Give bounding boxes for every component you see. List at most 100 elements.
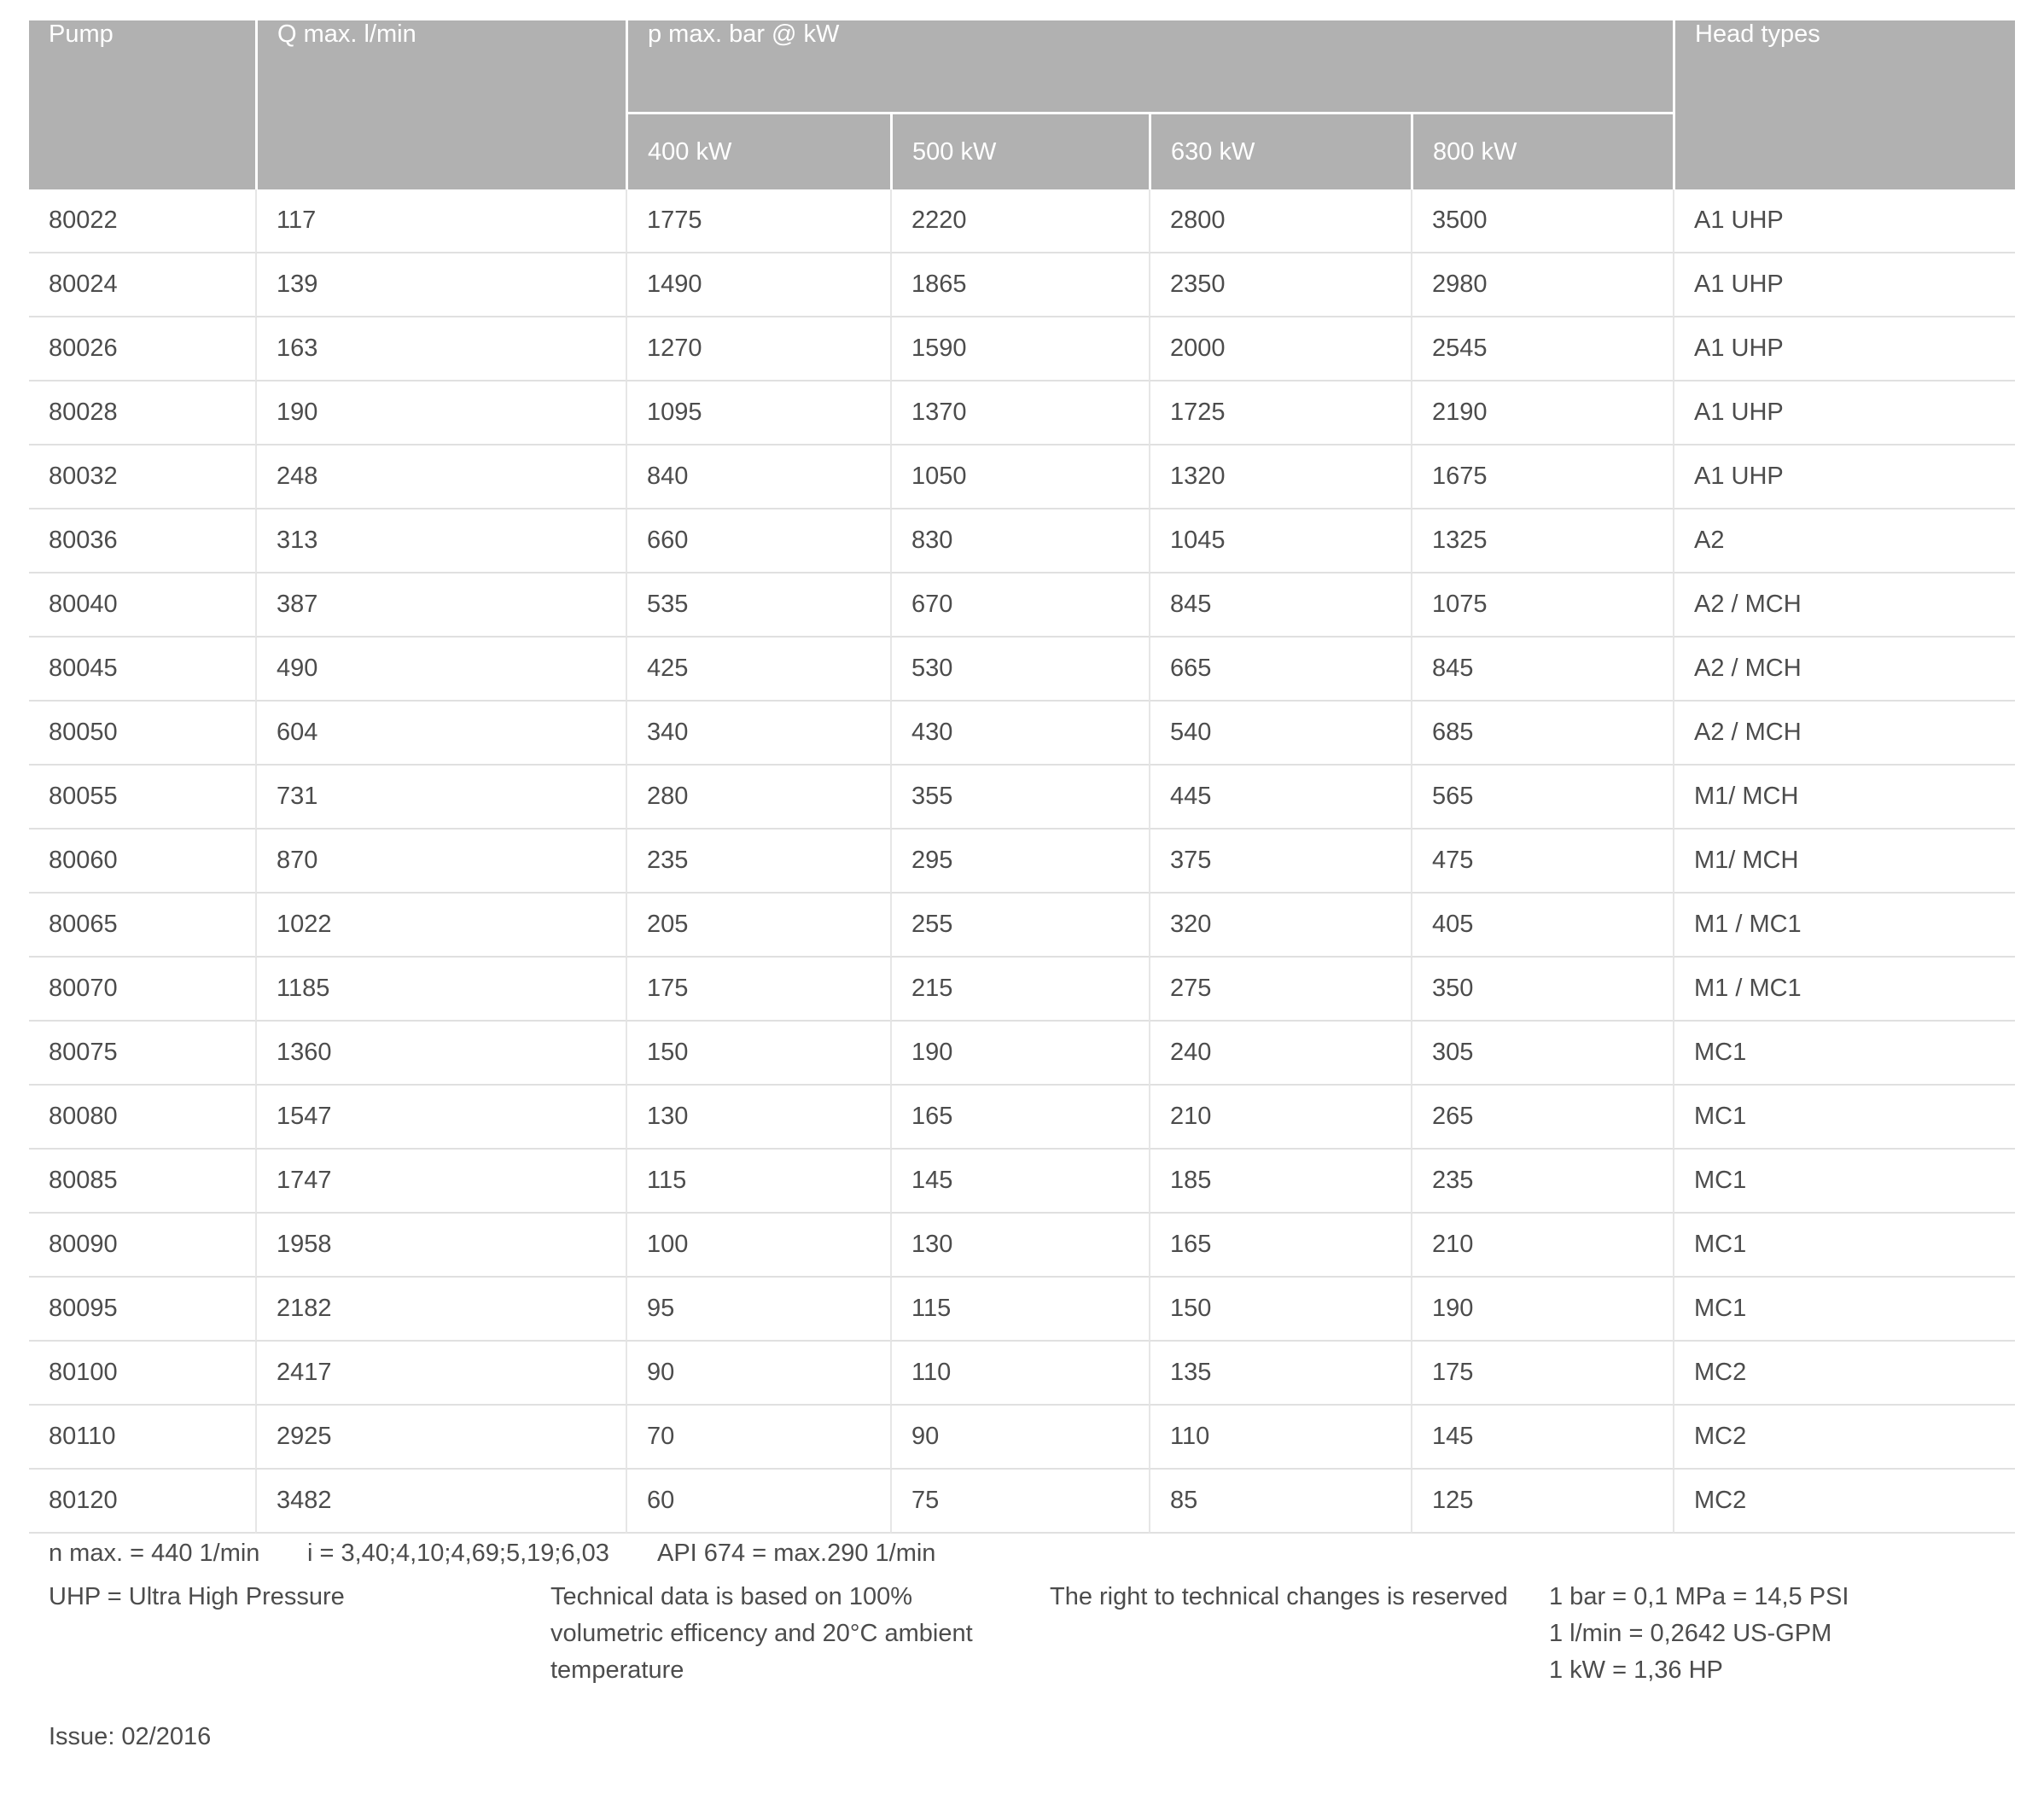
header-main-row: Pump Q max. l/min p max. bar @ kW Head t…: [29, 20, 2015, 189]
q-max-cell: 2417: [255, 1342, 626, 1406]
head-type-cell: MC1: [1673, 1022, 2015, 1086]
table-row: 80040 387 535 670 845 1075 A2 / MCH: [29, 573, 2015, 638]
p-800kw-cell: 175: [1411, 1342, 1673, 1406]
p-630kw-cell: 445: [1149, 766, 1411, 830]
q-max-cell: 2182: [255, 1278, 626, 1342]
pump-cell: 80060: [29, 830, 255, 894]
p-630kw-cell: 85: [1149, 1470, 1411, 1534]
p-630kw-cell: 1045: [1149, 509, 1411, 573]
p-400kw-cell: 235: [626, 830, 890, 894]
head-type-cell: MC1: [1673, 1086, 2015, 1150]
pump-cell: 80065: [29, 894, 255, 958]
table-row: 80055 731 280 355 445 565 M1/ MCH: [29, 766, 2015, 830]
p-400kw-cell: 425: [626, 638, 890, 702]
pump-cell: 80070: [29, 958, 255, 1022]
p-630kw-cell: 320: [1149, 894, 1411, 958]
q-max-cell: 731: [255, 766, 626, 830]
p-500kw-cell: 830: [890, 509, 1149, 573]
p-400kw-cell: 90: [626, 1342, 890, 1406]
pump-cell: 80075: [29, 1022, 255, 1086]
q-max-cell: 190: [255, 381, 626, 445]
head-type-cell: M1/ MCH: [1673, 830, 2015, 894]
q-max-cell: 163: [255, 317, 626, 381]
p-400kw-cell: 100: [626, 1214, 890, 1278]
footnote-n-max: n max. = 440 1/min: [49, 1540, 260, 1567]
head-type-cell: MC2: [1673, 1342, 2015, 1406]
p-500kw-cell: 1050: [890, 445, 1149, 509]
p-400kw-cell: 280: [626, 766, 890, 830]
table-row: 80060 870 235 295 375 475 M1/ MCH: [29, 830, 2015, 894]
p-400kw-cell: 115: [626, 1150, 890, 1214]
q-max-cell: 3482: [255, 1470, 626, 1534]
col-header-400kw: 400 kW: [626, 112, 890, 189]
head-type-cell: A1 UHP: [1673, 317, 2015, 381]
pump-cell: 80028: [29, 381, 255, 445]
head-type-cell: M1 / MC1: [1673, 958, 2015, 1022]
col-header-500kw: 500 kW: [890, 112, 1149, 189]
pump-cell: 80100: [29, 1342, 255, 1406]
note-rights-reserved: The right to technical changes is reserv…: [1050, 1583, 1508, 1610]
head-type-cell: A1 UHP: [1673, 253, 2015, 317]
head-type-cell: A2 / MCH: [1673, 702, 2015, 766]
p-500kw-cell: 90: [890, 1406, 1149, 1470]
p-500kw-cell: 215: [890, 958, 1149, 1022]
q-max-cell: 139: [255, 253, 626, 317]
p-800kw-cell: 1325: [1411, 509, 1673, 573]
q-max-cell: 1958: [255, 1214, 626, 1278]
p-630kw-cell: 2350: [1149, 253, 1411, 317]
pump-cell: 80085: [29, 1150, 255, 1214]
pump-cell: 80036: [29, 509, 255, 573]
p-800kw-cell: 2980: [1411, 253, 1673, 317]
head-type-cell: MC2: [1673, 1470, 2015, 1534]
p-400kw-cell: 1775: [626, 189, 890, 253]
header-sub-row: 400 kW 500 kW 630 kW 800 kW: [29, 112, 2015, 189]
table-row: 80036 313 660 830 1045 1325 A2: [29, 509, 2015, 573]
pump-cell: 80090: [29, 1214, 255, 1278]
q-max-cell: 387: [255, 573, 626, 638]
p-800kw-cell: 2190: [1411, 381, 1673, 445]
p-500kw-cell: 430: [890, 702, 1149, 766]
p-630kw-cell: 165: [1149, 1214, 1411, 1278]
q-max-cell: 1747: [255, 1150, 626, 1214]
p-400kw-cell: 1490: [626, 253, 890, 317]
footnote-api-674: API 674 = max.290 1/min: [657, 1540, 936, 1567]
head-type-cell: A2 / MCH: [1673, 638, 2015, 702]
table-row: 80090 1958 100 130 165 210 MC1: [29, 1214, 2015, 1278]
p-630kw-cell: 210: [1149, 1086, 1411, 1150]
p-630kw-cell: 2000: [1149, 317, 1411, 381]
table-row: 80032 248 840 1050 1320 1675 A1 UHP: [29, 445, 2015, 509]
q-max-cell: 870: [255, 830, 626, 894]
notes-section: UHP = Ultra High Pressure Technical data…: [49, 1579, 1976, 1689]
note-technical-basis: Technical data is based on 100% volumetr…: [550, 1583, 973, 1684]
q-max-cell: 490: [255, 638, 626, 702]
p-630kw-cell: 150: [1149, 1278, 1411, 1342]
q-max-cell: 2925: [255, 1406, 626, 1470]
p-630kw-cell: 185: [1149, 1150, 1411, 1214]
head-type-cell: MC2: [1673, 1406, 2015, 1470]
pump-cell: 80110: [29, 1406, 255, 1470]
p-800kw-cell: 845: [1411, 638, 1673, 702]
pump-cell: 80050: [29, 702, 255, 766]
q-max-cell: 1547: [255, 1086, 626, 1150]
table-row: 80095 2182 95 115 150 190 MC1: [29, 1278, 2015, 1342]
p-630kw-cell: 540: [1149, 702, 1411, 766]
p-500kw-cell: 115: [890, 1278, 1149, 1342]
p-500kw-cell: 75: [890, 1470, 1149, 1534]
p-400kw-cell: 535: [626, 573, 890, 638]
p-800kw-cell: 565: [1411, 766, 1673, 830]
q-max-cell: 604: [255, 702, 626, 766]
pump-cell: 80055: [29, 766, 255, 830]
p-800kw-cell: 210: [1411, 1214, 1673, 1278]
note-uhp-definition: UHP = Ultra High Pressure: [49, 1583, 345, 1610]
p-500kw-cell: 530: [890, 638, 1149, 702]
col-header-pump: Pump: [29, 20, 255, 189]
pump-cell: 80040: [29, 573, 255, 638]
head-type-cell: A2 / MCH: [1673, 573, 2015, 638]
pump-cell: 80095: [29, 1278, 255, 1342]
table-row: 80080 1547 130 165 210 265 MC1: [29, 1086, 2015, 1150]
p-500kw-cell: 2220: [890, 189, 1149, 253]
table-row: 80075 1360 150 190 240 305 MC1: [29, 1022, 2015, 1086]
p-500kw-cell: 355: [890, 766, 1149, 830]
pump-spec-table: Pump Q max. l/min p max. bar @ kW Head t…: [29, 20, 2015, 1534]
table-row: 80065 1022 205 255 320 405 M1 / MC1: [29, 894, 2015, 958]
